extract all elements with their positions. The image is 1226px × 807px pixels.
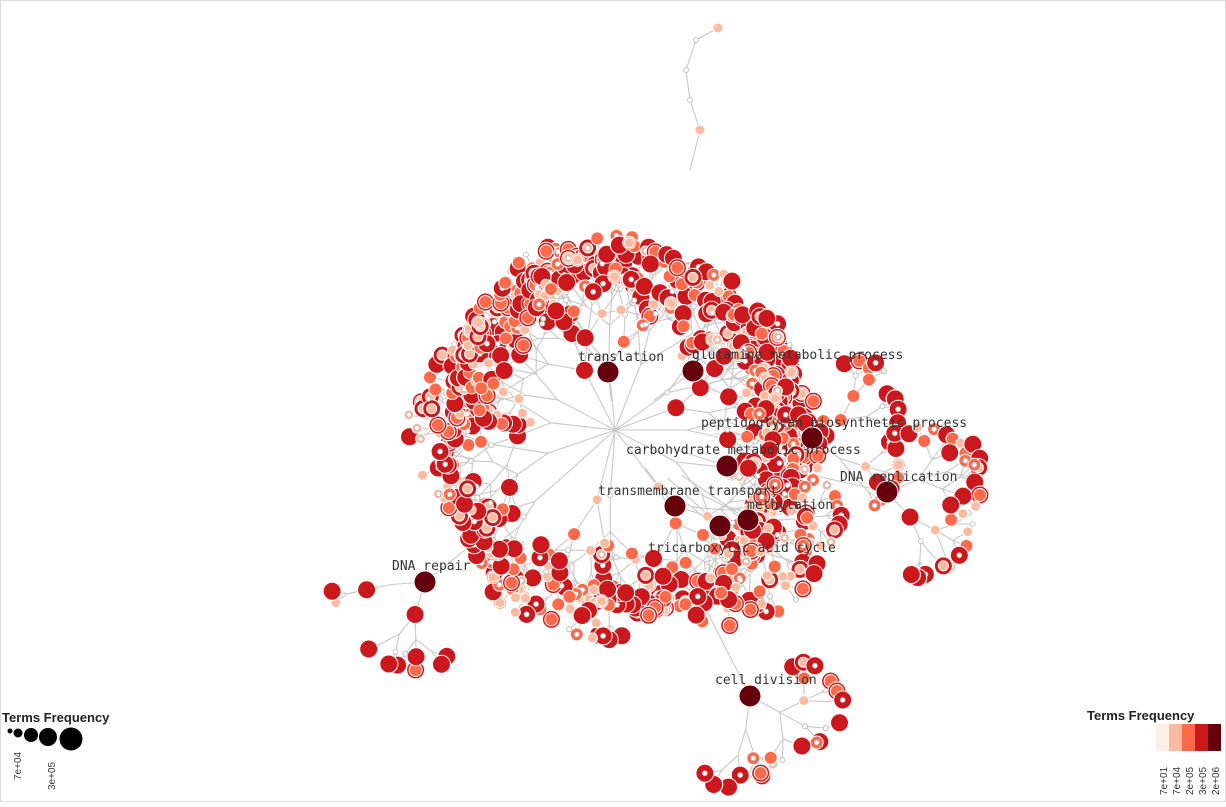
network-diagram: translation glutamine metabolic process … <box>0 0 1226 802</box>
plot-frame <box>0 0 1226 802</box>
